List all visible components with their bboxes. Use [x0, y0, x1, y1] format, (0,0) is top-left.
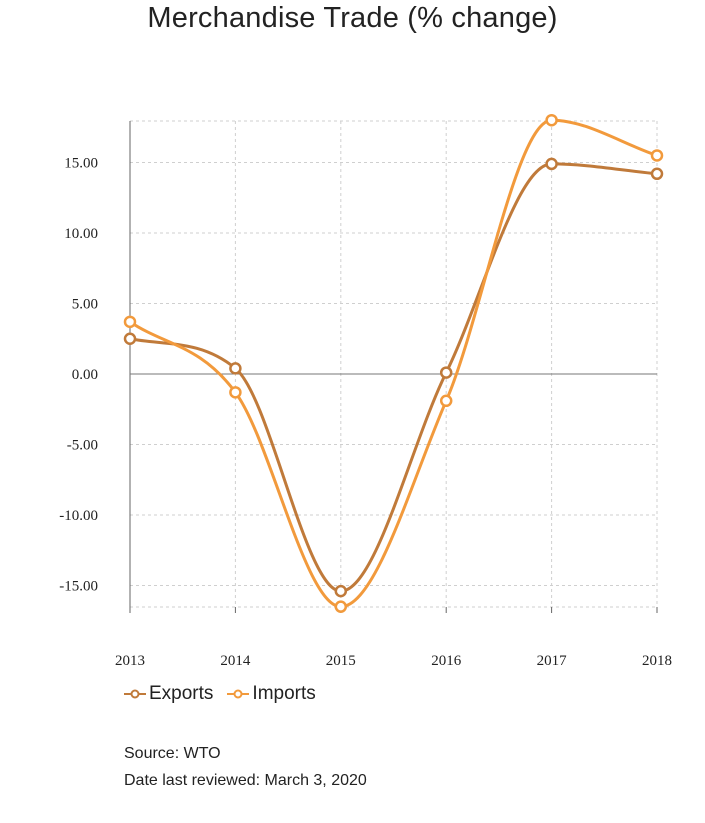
y-tick-label: -10.00	[59, 508, 98, 524]
date-reviewed-note: Date last reviewed: March 3, 2020	[124, 772, 367, 789]
series-layer	[123, 113, 664, 613]
y-tick-label: 5.00	[72, 297, 98, 313]
legend-item-exports[interactable]: Exports	[124, 683, 213, 705]
data-point-exports-2018	[650, 167, 664, 181]
legend-item-imports[interactable]: Imports	[227, 683, 316, 705]
legend-marker-imports	[227, 689, 250, 699]
data-point-imports-2013	[123, 315, 137, 329]
data-point-exports-2017	[545, 157, 558, 171]
y-tick-label: -15.00	[59, 579, 98, 595]
y-tick-label: -5.00	[67, 438, 98, 454]
data-point-exports-2015	[334, 584, 348, 598]
y-tick-label: 15.00	[64, 156, 98, 172]
data-point-imports-2015	[334, 600, 348, 613]
data-point-exports-2016	[439, 366, 453, 379]
tick-label-layer: 15.00 10.00 5.00 0.00 -5.00 -10.00 -15.00 2013 2…	[59, 156, 672, 670]
y-tick-label: 0.00	[72, 367, 98, 383]
y-tick-label: 10.00	[64, 226, 98, 242]
data-point-exports-2013	[123, 332, 137, 345]
legend-label-exports: Exports	[149, 683, 214, 704]
x-tick-label: 2018	[642, 653, 672, 669]
x-tick-label: 2015	[326, 653, 356, 669]
legend-label-imports: Imports	[252, 683, 316, 704]
series-line-exports	[128, 162, 659, 593]
x-tick-label: 2014	[220, 653, 251, 669]
x-tick-label: 2013	[115, 653, 145, 669]
x-tick-label: 2016	[431, 653, 462, 669]
chart-title: Merchandise Trade (% change)	[147, 2, 558, 34]
axis-layer	[129, 121, 658, 613]
legend-marker-exports	[124, 689, 146, 699]
data-point-imports-2016	[439, 394, 453, 408]
data-point-exports-2014	[229, 362, 242, 375]
data-point-imports-2017	[545, 113, 558, 127]
chart-footer: Source: WTO Date last reviewed: March 3,…	[124, 740, 367, 794]
x-tick-label: 2017	[537, 653, 568, 669]
data-point-imports-2014	[229, 386, 242, 399]
source-note: Source: WTO	[124, 745, 221, 762]
chart-legend: Exports Imports	[124, 683, 330, 705]
data-point-imports-2018	[650, 149, 664, 162]
series-line-imports	[128, 118, 659, 609]
